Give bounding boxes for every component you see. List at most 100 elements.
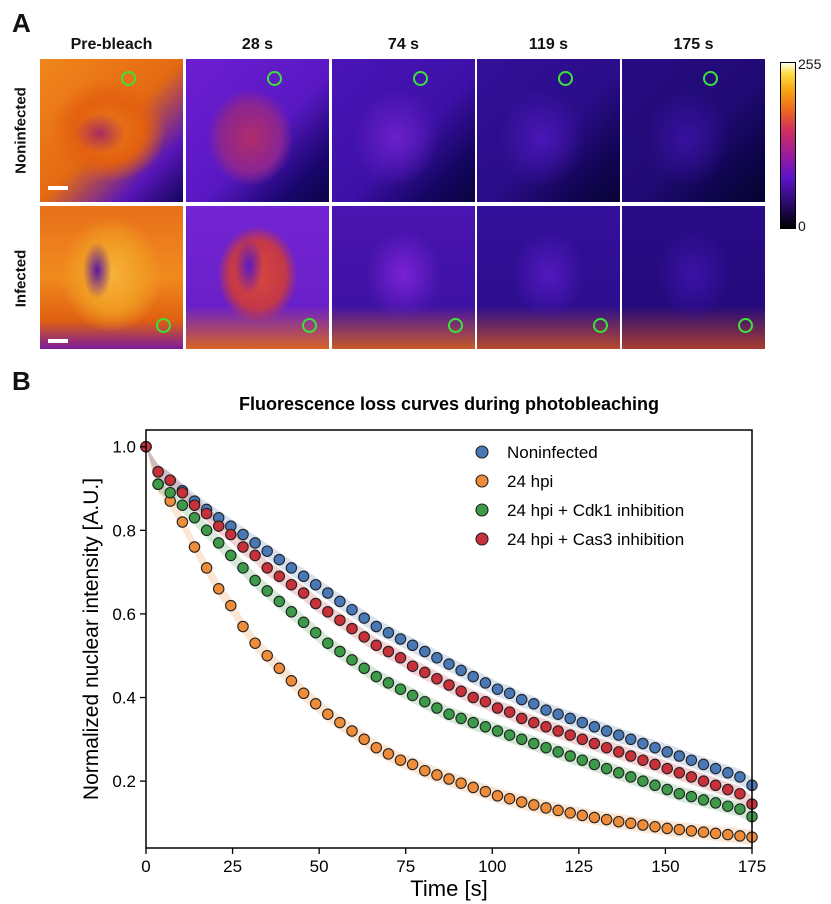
legend-label: 24 hpi + Cas3 inhibition [507,530,684,549]
colorbar-max-label: 255 [798,56,822,72]
chart-title: Fluorescence loss curves during photoble… [239,394,659,414]
data-point-series-3 [322,606,334,618]
data-point-series-1 [200,562,213,574]
data-point-series-0 [419,645,431,658]
data-point-series-1 [212,583,225,595]
data-point-series-2 [334,645,346,658]
data-point-series-1 [661,822,673,835]
data-point-series-0 [515,693,528,706]
data-point-series-1 [334,716,346,729]
data-point-series-0 [467,670,479,683]
data-point-series-0 [297,570,310,583]
row-label-infected: Infected [12,249,30,308]
data-point-series-3 [661,762,673,775]
data-point-series-2 [382,677,395,689]
data-point-series-2 [564,750,576,762]
data-point-series-3 [528,716,540,729]
x-tick-label: 75 [396,857,415,876]
x-tick-label: 100 [478,857,506,876]
plot-frame [145,429,753,849]
legend-marker [475,532,489,546]
data-point-series-0 [709,762,722,775]
data-point-series-3 [673,767,686,779]
data-point-series-0 [612,729,625,741]
data-point-series-2 [225,549,237,562]
data-point-series-2 [661,783,673,796]
data-point-series-2 [176,499,189,511]
data-point-series-2 [249,574,261,587]
data-point-series-3 [382,645,395,658]
data-point-series-3 [285,578,298,591]
data-point-series-3 [685,771,698,783]
data-point-series-1 [249,637,261,649]
data-point-series-3 [249,549,261,562]
data-point-series-2 [212,537,225,549]
data-point-series-2 [588,758,601,771]
image-noninfected-175s [622,59,765,202]
roi-circle [156,318,171,333]
data-point-series-2 [722,800,734,812]
panel-b-letter: B [12,366,31,396]
data-point-series-1 [394,754,407,766]
data-point-series-1 [685,825,698,837]
data-point-series-2 [419,695,431,708]
data-point-series-2 [612,767,625,779]
data-point-series-1 [722,828,734,841]
data-point-series-3 [649,758,661,771]
data-point-series-3 [334,614,346,626]
data-point-series-2 [322,637,334,649]
data-point-series-2 [625,771,637,783]
data-point-series-1 [491,790,504,802]
image-noninfected-119s [477,59,620,202]
data-point-series-3 [419,666,431,679]
data-point-series-2 [164,486,176,499]
data-point-series-1 [612,815,625,828]
image-noninfected-prebleach [40,59,183,202]
roi-circle [448,318,463,333]
y-tick-label: 1.0 [112,438,136,457]
x-tick-label: 125 [565,857,593,876]
data-point-series-1 [358,733,370,746]
data-point-series-0 [588,721,601,733]
data-point-series-3 [515,712,528,725]
data-point-series-0 [249,537,261,549]
data-point-series-0 [443,658,455,670]
data-point-series-3 [164,474,176,486]
image-noninfected-28s [186,59,329,202]
column-header-175s: 175 s [673,36,714,53]
data-point-series-3 [346,622,358,635]
data-point-series-3 [188,499,201,511]
data-point-series-2 [273,595,286,608]
column-header-28s: 28 s [241,36,274,53]
image-infected-119s [477,206,620,349]
data-point-series-3 [212,520,225,532]
x-tick-label: 0 [141,857,150,876]
data-point-series-2 [237,562,249,574]
data-point-series-2 [685,790,698,803]
data-point-series-2 [297,616,310,629]
data-point-series-1 [237,620,249,633]
data-point-series-2 [515,733,528,746]
data-point-series-0 [564,712,576,725]
data-point-series-3 [394,652,407,664]
legend-label: 24 hpi + Cdk1 inhibition [507,501,684,520]
data-point-series-1 [322,708,334,720]
data-point-series-1 [503,792,516,805]
data-point-series-1 [588,811,601,824]
data-point-series-2 [188,512,201,524]
data-point-series-3 [431,672,443,685]
image-infected-74s [332,206,475,349]
legend-label: 24 hpi [507,472,553,491]
data-point-series-2 [540,741,552,754]
data-point-series-3 [273,570,286,583]
data-point-series-0 [600,725,613,737]
colorbar-min-label: 0 [798,218,806,234]
data-point-series-3 [491,702,504,714]
data-point-series-0 [309,578,322,591]
data-point-series-1 [419,764,431,777]
data-point-series-3 [309,597,322,610]
image-infected-prebleach [40,206,183,349]
data-point-series-2 [309,626,322,639]
y-tick-label: 0.2 [112,772,136,791]
data-point-series-0 [637,737,649,750]
